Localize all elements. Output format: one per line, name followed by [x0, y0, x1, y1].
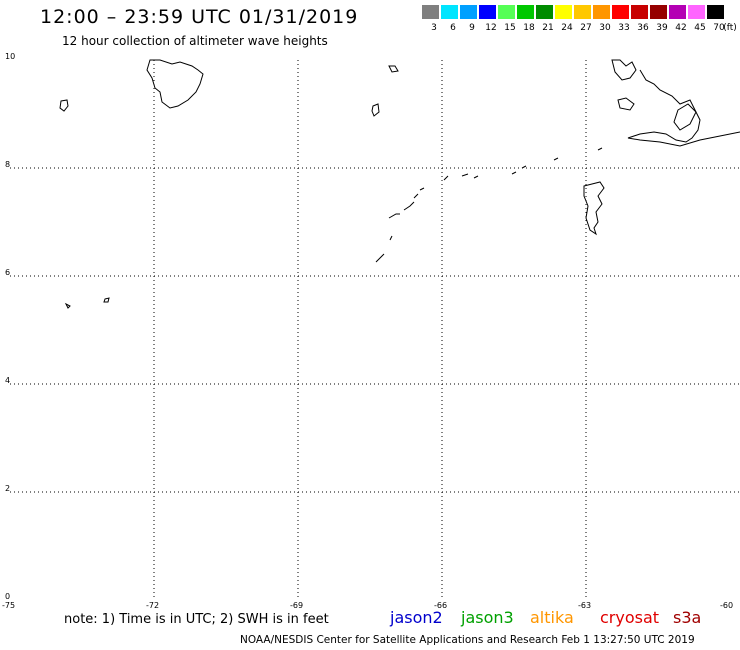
- satellite-jason3: jason3: [461, 608, 514, 627]
- island-mid: [371, 103, 380, 117]
- footer-note: note: 1) Time is in UTC; 2) SWH is in fe…: [64, 612, 329, 627]
- scale-label-3: 3: [431, 23, 437, 33]
- island-small-west: [64, 302, 71, 309]
- scale-swatch-18: [517, 5, 534, 19]
- scale-swatch-15: [498, 5, 515, 19]
- scale-swatch-3: [422, 5, 439, 19]
- scale-swatch-45: [688, 5, 705, 19]
- scale-label-24: 24: [561, 23, 573, 33]
- latitude-label: 8: [5, 160, 11, 169]
- satellite-s3a: s3a: [673, 608, 702, 627]
- scale-swatch-39: [650, 5, 667, 19]
- scale-label-21: 21: [542, 23, 554, 33]
- scale-label-12: 12: [485, 23, 497, 33]
- island-northeast-1: [617, 97, 635, 111]
- latitude-label: 10: [5, 52, 16, 61]
- graticule: [10, 60, 740, 600]
- satellite-cryosat: cryosat: [600, 608, 660, 627]
- island-chain-arc: [375, 147, 603, 263]
- scale-label-18: 18: [523, 23, 535, 33]
- island-north-mid: [388, 65, 399, 73]
- scale-swatch-27: [574, 5, 591, 19]
- credit-line: NOAA/NESDIS Center for Satellite Applica…: [240, 634, 695, 646]
- map-title: 12:00 – 23:59 UTC 01/31/2019: [40, 6, 359, 28]
- scale-label-39: 39: [656, 23, 668, 33]
- scale-label-70: 70: [713, 23, 725, 33]
- scale-unit-label: (ft): [723, 23, 737, 33]
- satellite-altika: altika: [530, 608, 574, 627]
- scale-label-36: 36: [637, 23, 649, 33]
- scale-swatch-24: [555, 5, 572, 19]
- longitude-label: -69: [290, 601, 304, 610]
- scale-label-45: 45: [694, 23, 706, 33]
- coastline-east-peninsula: [583, 181, 605, 236]
- longitude-label: -60: [720, 601, 734, 610]
- scale-swatch-36: [631, 5, 648, 19]
- scale-label-42: 42: [675, 23, 687, 33]
- scale-label-33: 33: [618, 23, 630, 33]
- scale-swatch-33: [612, 5, 629, 19]
- scale-swatch-30: [593, 5, 610, 19]
- coastline-west-north: [146, 59, 204, 109]
- scale-swatch-6: [441, 5, 458, 19]
- longitude-label: -75: [2, 601, 16, 610]
- scale-label-9: 9: [469, 23, 475, 33]
- satellite-jason2: jason2: [390, 608, 443, 627]
- longitude-label: -63: [578, 601, 592, 610]
- scale-swatch-70: [707, 5, 724, 19]
- island-far-west: [59, 99, 69, 112]
- latitude-label: 0: [5, 592, 11, 601]
- coastline-northeast-mainland: [611, 59, 740, 147]
- scale-label-30: 30: [599, 23, 611, 33]
- map-subtitle: 12 hour collection of altimeter wave hei…: [62, 34, 328, 48]
- latitude-label: 6: [5, 268, 11, 277]
- scale-label-15: 15: [504, 23, 516, 33]
- latitude-label: 2: [5, 484, 11, 493]
- island-small-west-2: [103, 297, 110, 303]
- coastlines: [59, 59, 740, 309]
- longitude-label: -66: [434, 601, 448, 610]
- scale-label-6: 6: [450, 23, 456, 33]
- latitude-label: 4: [5, 376, 11, 385]
- island-northeast-2: [673, 103, 697, 131]
- scale-swatch-21: [536, 5, 553, 19]
- longitude-label: -72: [146, 601, 160, 610]
- scale-swatch-12: [479, 5, 496, 19]
- scale-swatch-42: [669, 5, 686, 19]
- scale-label-27: 27: [580, 23, 592, 33]
- scale-swatch-9: [460, 5, 477, 19]
